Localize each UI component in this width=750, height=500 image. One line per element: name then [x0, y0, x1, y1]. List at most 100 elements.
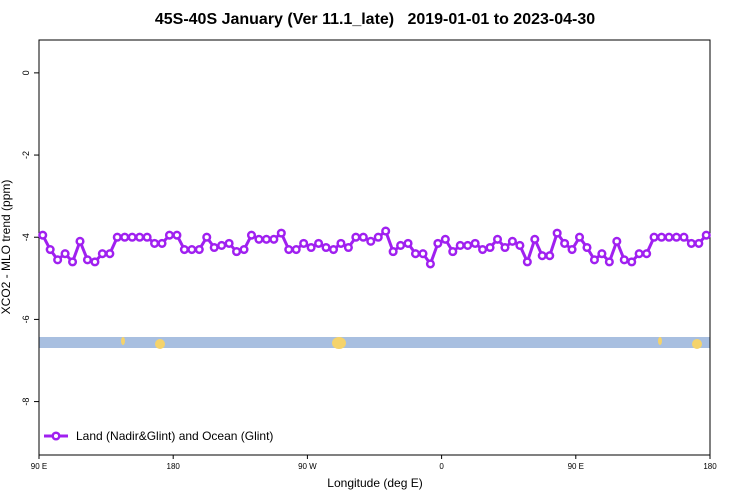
- data-point: [299, 238, 309, 248]
- data-point: [478, 245, 488, 255]
- x-tick-label: 180: [167, 462, 181, 471]
- data-point: [656, 232, 667, 242]
- data-point: [470, 238, 480, 248]
- data-point: [492, 234, 503, 244]
- data-point: [82, 255, 93, 265]
- data-point: [440, 234, 450, 244]
- data-point: [202, 232, 212, 242]
- data-point: [664, 232, 674, 242]
- data-point: [634, 249, 644, 259]
- data-point: [388, 247, 398, 257]
- x-tick-label: 180: [703, 462, 717, 471]
- data-point: [351, 232, 361, 242]
- data-point: [142, 232, 152, 242]
- data-point: [68, 257, 78, 267]
- data-point: [455, 240, 465, 250]
- data-point: [306, 242, 316, 253]
- x-tick-label: 90 E: [31, 462, 47, 471]
- data-point: [381, 226, 391, 236]
- data-point: [321, 242, 331, 253]
- data-point: [433, 238, 443, 248]
- data-point: [515, 240, 525, 250]
- data-point: [157, 238, 167, 248]
- data-point: [194, 245, 204, 255]
- y-tick-label: -8: [21, 398, 31, 406]
- data-point: [366, 236, 376, 246]
- data-point: [574, 232, 585, 242]
- data-point: [127, 232, 137, 242]
- land-patch: [692, 339, 702, 349]
- data-point: [507, 236, 517, 246]
- data-point: [120, 232, 130, 242]
- data-point: [425, 259, 435, 269]
- data-point: [284, 245, 294, 255]
- y-tick-label: -2: [21, 151, 31, 159]
- data-point: [53, 255, 63, 265]
- land-patch: [658, 337, 662, 345]
- data-point: [701, 230, 711, 240]
- data-point: [679, 232, 689, 242]
- x-tick-label: 90 E: [568, 462, 584, 471]
- data-point: [649, 232, 659, 242]
- y-axis-label: XCO2 - MLO trend (ppm): [0, 180, 13, 315]
- y-tick-label: -4: [21, 233, 31, 241]
- data-point: [485, 242, 495, 253]
- x-tick-label: 90 W: [298, 462, 317, 471]
- data-point: [164, 230, 175, 240]
- data-point: [172, 230, 182, 240]
- data-point: [217, 240, 227, 250]
- legend-marker: [51, 431, 61, 441]
- data-point: [254, 234, 264, 244]
- surface-band: [39, 337, 710, 349]
- data-point: [246, 230, 257, 240]
- x-axis-label: Longitude (deg E): [327, 476, 422, 490]
- data-point: [522, 257, 532, 267]
- data-point: [60, 249, 70, 259]
- data-point: [694, 238, 704, 248]
- data-point: [448, 247, 458, 257]
- data-point: [187, 245, 197, 255]
- data-point: [328, 245, 339, 255]
- data-point: [403, 238, 413, 248]
- data-point: [97, 249, 107, 259]
- data-point: [276, 228, 286, 238]
- plot-frame: [38, 39, 711, 456]
- data-point: [45, 245, 55, 255]
- data-point: [261, 234, 271, 244]
- data-point: [150, 238, 160, 248]
- data-point: [224, 238, 234, 248]
- data-point: [418, 249, 428, 259]
- data-point: [269, 234, 279, 244]
- data-point: [38, 230, 48, 240]
- data-point: [545, 251, 555, 261]
- y-tick-label: -6: [21, 315, 31, 323]
- chart-title: 45S-40S January (Ver 11.1_late) 2019-01-…: [155, 11, 595, 28]
- ocean-band: [39, 337, 710, 348]
- data-point: [112, 232, 122, 242]
- data-point: [135, 232, 145, 242]
- data-point: [396, 240, 406, 250]
- data-point: [604, 257, 614, 267]
- data-point: [612, 236, 622, 246]
- data-point: [179, 245, 189, 255]
- data-point: [597, 249, 607, 259]
- data-point: [291, 245, 301, 255]
- data-point: [373, 232, 383, 242]
- data-point: [75, 236, 85, 246]
- data-point: [232, 247, 242, 257]
- y-tick-label: 0: [21, 70, 31, 75]
- data-point: [410, 249, 421, 259]
- data-point: [358, 232, 368, 242]
- data-point: [537, 251, 547, 261]
- data-point: [671, 232, 682, 242]
- data-point: [627, 257, 637, 267]
- data-point: [642, 249, 652, 259]
- legend-label: Land (Nadir&Glint) and Ocean (Glint): [76, 429, 273, 443]
- data-point: [530, 234, 540, 244]
- data-point: [619, 255, 629, 265]
- land-patch: [121, 337, 125, 345]
- data-point: [105, 249, 115, 259]
- data-point: [686, 238, 696, 248]
